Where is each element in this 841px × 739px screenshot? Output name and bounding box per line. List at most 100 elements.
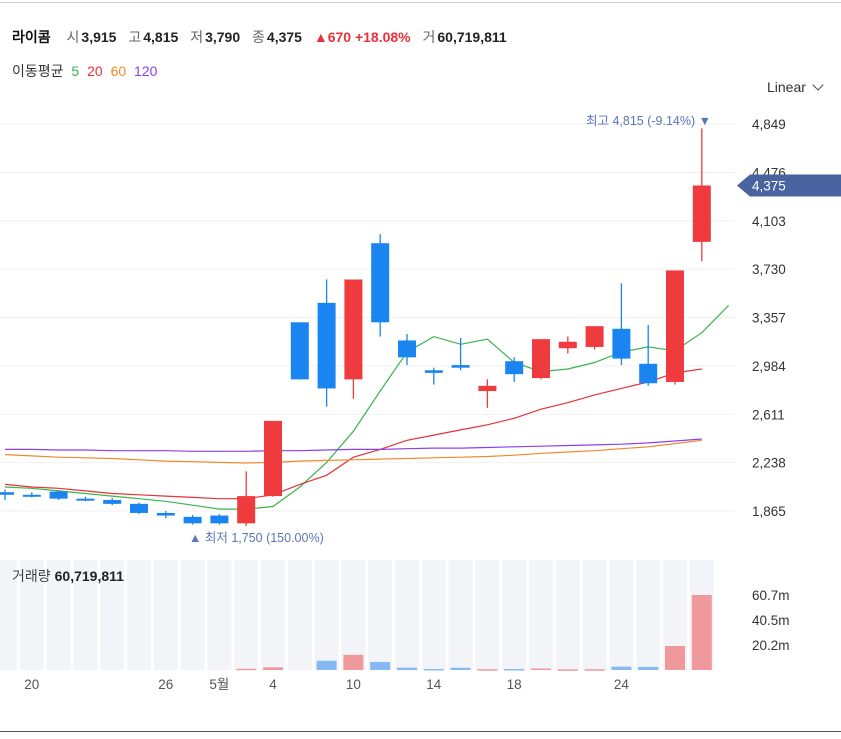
ma-line-60 [4,439,702,464]
candle-body [156,512,175,516]
volume-slot-bg [0,560,17,670]
x-tick-label: 4 [269,677,277,692]
candle-body [639,363,658,384]
candle-body [103,499,122,504]
candle-body [22,494,41,497]
price-tick-label: 2,238 [752,456,786,471]
scale-dropdown[interactable]: Linear [767,79,824,95]
candle-body [532,339,550,379]
price-tick-label: 4,849 [752,117,786,132]
volume-bar [638,666,659,670]
current-price-tag [737,174,841,197]
bottom-border [0,731,841,732]
volume-bar [316,660,337,670]
candle-body [558,341,577,349]
ma-120-label: 120 [134,63,158,79]
moving-average-legend[interactable]: 이동평균 5 20 60 120 [12,61,161,81]
scale-label: Linear [767,79,806,95]
x-tick-label: 14 [426,677,442,692]
volume-slot-bg [100,560,125,670]
high-value: 4,815 [143,29,179,45]
volume-bar [665,646,685,670]
volume-slot-bg [582,560,607,670]
open-label: 시 [66,29,80,45]
volume-slot-bg [287,560,312,670]
x-tick-label: 24 [614,677,630,692]
candle-body [183,516,202,524]
top-border [0,2,841,3]
candle-body [76,498,95,501]
volume-slot-bg [529,560,553,670]
stock-name: 라이콤 [12,29,51,45]
x-tick-label: 26 [158,677,173,692]
candle-body [210,515,229,524]
volume-slot-bg [314,560,339,670]
x-tick-label: 20 [24,677,39,692]
price-tick-label: 2,611 [752,407,785,422]
volume-tick-label: 60.7m [752,588,790,603]
x-tick-label: 18 [507,677,522,692]
volume-slot-bg [555,560,580,670]
volume-slot-bg [207,560,232,670]
x-tick-label: 5월 [209,677,229,692]
candle-body [0,492,14,495]
volume-bar [557,669,578,671]
volume-slot-bg [153,560,178,670]
candle-body [371,243,390,323]
moving-average-label: 이동평균 [12,63,64,79]
candle-body [290,322,309,380]
price-tick-label: 3,730 [752,262,786,277]
volume-slot-bg [421,560,446,670]
high-annotation: 최고 4,815 (-9.14%) ▼ [586,114,711,128]
volume-slot-bg [180,560,205,670]
volume-slot-bg [341,560,366,670]
ma-5-label: 5 [71,63,80,79]
volume-header-value: 60,719,811 [54,568,124,584]
candle-body [424,370,443,373]
current-price-label: 4,375 [752,178,786,193]
price-tick-label: 3,357 [752,311,786,326]
volume-slot-bg [19,560,44,670]
volume-bar [611,666,632,670]
volume-slot-bg [234,560,259,670]
candle-body [130,503,148,513]
candle-body [344,279,363,380]
ma-60-label: 60 [110,63,127,79]
volume-bar [531,668,551,671]
price-header: 라이콤 시 3,915 고 4,815 저 3,790 종 4,375 ▲670 +18… [12,27,515,47]
volume-slot-bg [609,560,634,670]
candle-body [451,365,470,368]
volume-bar [584,669,605,671]
high-label: 고 [128,29,142,45]
volume-label: 거 [422,29,436,45]
volume-header-label: 거래량 [12,568,51,584]
volume-slot-bg [46,560,71,670]
volume-slot-bg [636,560,661,670]
volume-value: 60,719,811 [437,29,507,45]
volume-bar [370,661,391,670]
ma-20-label: 20 [87,63,103,79]
x-tick-label: 10 [346,677,361,692]
candle-body [49,491,68,499]
ma-line-5 [4,304,730,510]
close-label: 종 [252,29,265,45]
price-tick-label: 4,103 [752,214,786,229]
candle-body [317,302,336,389]
volume-slot-bg [73,560,98,670]
low-value: 3,790 [205,29,241,45]
volume-bar [423,669,444,671]
volume-bar [504,669,525,671]
candle-body [264,420,282,497]
candle-body [612,328,631,359]
candle-body [666,270,684,382]
candle-body [478,385,497,392]
volume-tick-label: 40.5m [752,613,790,628]
volume-bar [477,669,498,671]
volume-bar [691,594,712,670]
candle-body [398,340,416,358]
volume-bar [450,667,471,670]
ma-line-20 [4,368,702,500]
volume-slot-bg [127,560,151,670]
